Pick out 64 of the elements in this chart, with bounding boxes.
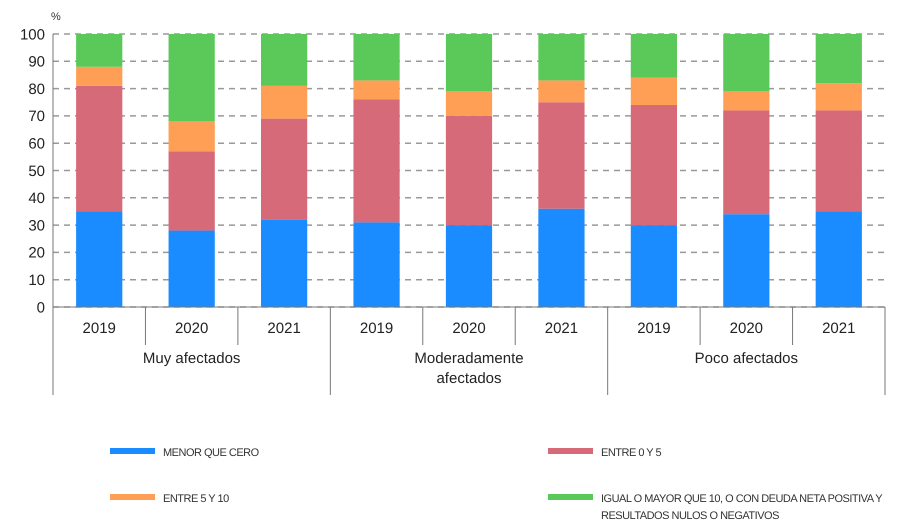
x-tick-label: 2020: [174, 320, 208, 337]
y-tick-label: 0: [36, 299, 45, 316]
bar: [538, 80, 585, 102]
bar: [446, 116, 492, 226]
x-tick-label: 2019: [360, 320, 394, 337]
bar: [816, 110, 862, 212]
legend-label: IGUAL O MAYOR QUE 10, O CON DEUDA NETA POSITIVA Y RESULTADOS NULOS O NEGATIVOS: [601, 493, 884, 522]
bar: [261, 220, 308, 307]
bar: [76, 86, 122, 212]
y-tick-label: 30: [28, 217, 45, 234]
x-tick-label: 2020: [452, 320, 486, 337]
bar: [816, 34, 862, 84]
bar: [723, 214, 770, 307]
bar: [261, 118, 308, 220]
text: Muy afectados: [142, 350, 240, 367]
bar: [168, 230, 215, 307]
bar: [353, 222, 400, 307]
bar: [723, 91, 770, 110]
y-tick-label: 70: [28, 108, 45, 126]
bar: [353, 100, 400, 222]
bar: [630, 78, 677, 105]
bar: [538, 102, 585, 209]
bar: [76, 211, 122, 307]
bar: [446, 91, 492, 116]
x-tick-label: 2021: [544, 320, 578, 337]
y-tick-label: 10: [28, 272, 45, 289]
text: Moderadamente afectados: [414, 350, 524, 387]
legend-label: ENTRE 5 Y 10: [163, 493, 230, 505]
y-tick-label: 90: [28, 54, 45, 71]
bar: [816, 83, 862, 110]
bar: [816, 211, 862, 307]
bar: [630, 34, 677, 78]
bar: [76, 34, 122, 67]
bar: [446, 225, 492, 307]
y-tick-label: 50: [28, 162, 45, 180]
bar: [538, 208, 585, 307]
x-tick-label: 2021: [822, 320, 856, 337]
x-tick-label: 2019: [82, 320, 116, 337]
x-tick-label: 2021: [267, 320, 301, 337]
y-tick-label: 20: [28, 244, 45, 262]
bar: [261, 86, 308, 119]
legend-label: MENOR QUE CERO: [163, 447, 260, 459]
bar: [261, 34, 308, 86]
bar: [630, 104, 677, 226]
bar: [538, 34, 585, 80]
y-tick-label: 80: [28, 80, 45, 98]
y-tick-label: 40: [28, 190, 45, 208]
bar: [353, 34, 400, 80]
bar: [353, 80, 400, 100]
bar: [723, 110, 770, 214]
bar: [76, 66, 122, 86]
x-tick-label: 2019: [637, 320, 671, 337]
bar: [446, 34, 492, 92]
bar: [168, 34, 215, 122]
y-tick-label: 60: [28, 135, 45, 152]
y-tick-label: 100: [20, 26, 45, 44]
text: Poco afectados: [694, 350, 798, 367]
legend-label: ENTRE 0 Y 5: [601, 447, 662, 459]
bar: [723, 34, 770, 92]
bar: [168, 151, 215, 231]
bar: [630, 225, 677, 307]
bar: [168, 121, 215, 152]
x-tick-label: 2020: [730, 320, 764, 337]
y-axis-title: %: [51, 11, 61, 23]
